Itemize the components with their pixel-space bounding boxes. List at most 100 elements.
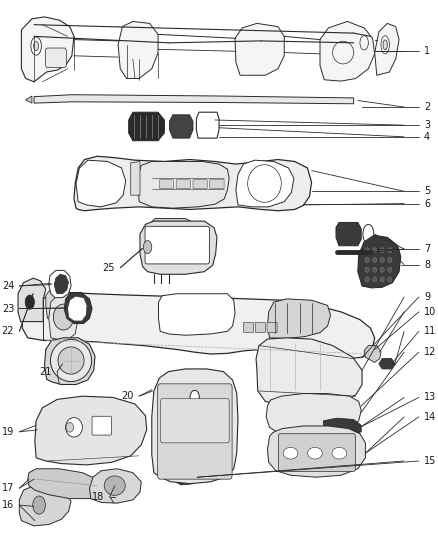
Ellipse shape bbox=[31, 37, 41, 55]
PathPatch shape bbox=[323, 418, 361, 435]
FancyBboxPatch shape bbox=[279, 434, 355, 471]
Text: 7: 7 bbox=[424, 244, 430, 254]
Ellipse shape bbox=[380, 267, 384, 272]
FancyBboxPatch shape bbox=[267, 322, 277, 333]
Text: 13: 13 bbox=[424, 392, 436, 402]
PathPatch shape bbox=[336, 222, 361, 246]
Ellipse shape bbox=[34, 42, 39, 51]
PathPatch shape bbox=[25, 96, 32, 103]
Ellipse shape bbox=[190, 390, 199, 405]
Ellipse shape bbox=[388, 277, 392, 282]
FancyBboxPatch shape bbox=[145, 227, 209, 264]
Ellipse shape bbox=[66, 423, 74, 432]
FancyBboxPatch shape bbox=[161, 399, 229, 443]
PathPatch shape bbox=[76, 160, 126, 207]
Ellipse shape bbox=[380, 257, 384, 263]
Text: 6: 6 bbox=[424, 199, 430, 208]
PathPatch shape bbox=[235, 23, 284, 75]
PathPatch shape bbox=[138, 161, 229, 208]
PathPatch shape bbox=[19, 486, 71, 526]
FancyBboxPatch shape bbox=[210, 180, 224, 189]
FancyBboxPatch shape bbox=[176, 180, 191, 189]
Text: 21: 21 bbox=[40, 367, 52, 376]
Text: 17: 17 bbox=[2, 483, 14, 493]
FancyBboxPatch shape bbox=[154, 221, 190, 237]
PathPatch shape bbox=[54, 274, 68, 294]
Text: 1: 1 bbox=[424, 46, 430, 55]
Text: 5: 5 bbox=[424, 187, 430, 196]
Ellipse shape bbox=[365, 267, 369, 272]
PathPatch shape bbox=[67, 296, 87, 321]
PathPatch shape bbox=[118, 21, 158, 78]
FancyBboxPatch shape bbox=[159, 180, 173, 189]
Ellipse shape bbox=[373, 267, 377, 272]
PathPatch shape bbox=[358, 236, 401, 288]
Ellipse shape bbox=[66, 417, 82, 437]
Ellipse shape bbox=[365, 248, 369, 253]
PathPatch shape bbox=[35, 396, 147, 465]
PathPatch shape bbox=[89, 469, 141, 503]
Ellipse shape bbox=[373, 277, 377, 282]
Ellipse shape bbox=[25, 295, 35, 309]
PathPatch shape bbox=[131, 161, 140, 195]
Ellipse shape bbox=[307, 447, 322, 459]
FancyBboxPatch shape bbox=[46, 48, 67, 68]
PathPatch shape bbox=[196, 112, 219, 138]
Ellipse shape bbox=[33, 496, 46, 514]
PathPatch shape bbox=[45, 338, 95, 384]
PathPatch shape bbox=[256, 338, 362, 406]
FancyBboxPatch shape bbox=[193, 180, 207, 189]
Ellipse shape bbox=[143, 240, 152, 254]
PathPatch shape bbox=[266, 393, 361, 437]
Text: 8: 8 bbox=[424, 260, 430, 270]
Ellipse shape bbox=[388, 248, 392, 253]
Text: 4: 4 bbox=[424, 132, 430, 142]
Text: 18: 18 bbox=[92, 491, 105, 502]
Text: 25: 25 bbox=[102, 263, 115, 273]
PathPatch shape bbox=[150, 219, 194, 238]
PathPatch shape bbox=[159, 294, 235, 335]
Ellipse shape bbox=[53, 304, 74, 330]
FancyBboxPatch shape bbox=[255, 322, 265, 333]
Text: 24: 24 bbox=[2, 281, 14, 291]
PathPatch shape bbox=[74, 156, 311, 211]
Text: 2: 2 bbox=[424, 102, 430, 112]
PathPatch shape bbox=[236, 160, 294, 207]
Text: 15: 15 bbox=[424, 456, 436, 466]
PathPatch shape bbox=[49, 270, 71, 297]
PathPatch shape bbox=[268, 299, 331, 338]
Text: 12: 12 bbox=[424, 347, 436, 357]
PathPatch shape bbox=[268, 426, 365, 477]
Text: 9: 9 bbox=[424, 292, 430, 302]
Ellipse shape bbox=[380, 277, 384, 282]
PathPatch shape bbox=[140, 221, 217, 274]
Ellipse shape bbox=[383, 40, 387, 50]
Ellipse shape bbox=[332, 447, 347, 459]
Ellipse shape bbox=[388, 257, 392, 263]
Ellipse shape bbox=[363, 224, 374, 244]
Text: 10: 10 bbox=[424, 307, 436, 317]
Text: 14: 14 bbox=[424, 412, 436, 422]
Text: 3: 3 bbox=[424, 120, 430, 130]
FancyBboxPatch shape bbox=[92, 416, 111, 435]
Ellipse shape bbox=[388, 267, 392, 272]
Ellipse shape bbox=[380, 248, 384, 253]
PathPatch shape bbox=[46, 291, 66, 318]
PathPatch shape bbox=[129, 112, 164, 141]
Ellipse shape bbox=[365, 277, 369, 282]
FancyBboxPatch shape bbox=[244, 322, 254, 333]
Text: 22: 22 bbox=[2, 326, 14, 336]
Text: 20: 20 bbox=[122, 391, 134, 401]
Ellipse shape bbox=[365, 257, 369, 263]
PathPatch shape bbox=[152, 369, 238, 483]
PathPatch shape bbox=[364, 345, 381, 362]
PathPatch shape bbox=[170, 115, 193, 138]
Text: 11: 11 bbox=[424, 326, 436, 336]
PathPatch shape bbox=[28, 469, 105, 498]
PathPatch shape bbox=[320, 21, 374, 81]
Ellipse shape bbox=[283, 447, 298, 459]
Polygon shape bbox=[34, 95, 353, 104]
Text: 23: 23 bbox=[2, 304, 14, 313]
PathPatch shape bbox=[49, 294, 78, 340]
Ellipse shape bbox=[50, 340, 92, 382]
